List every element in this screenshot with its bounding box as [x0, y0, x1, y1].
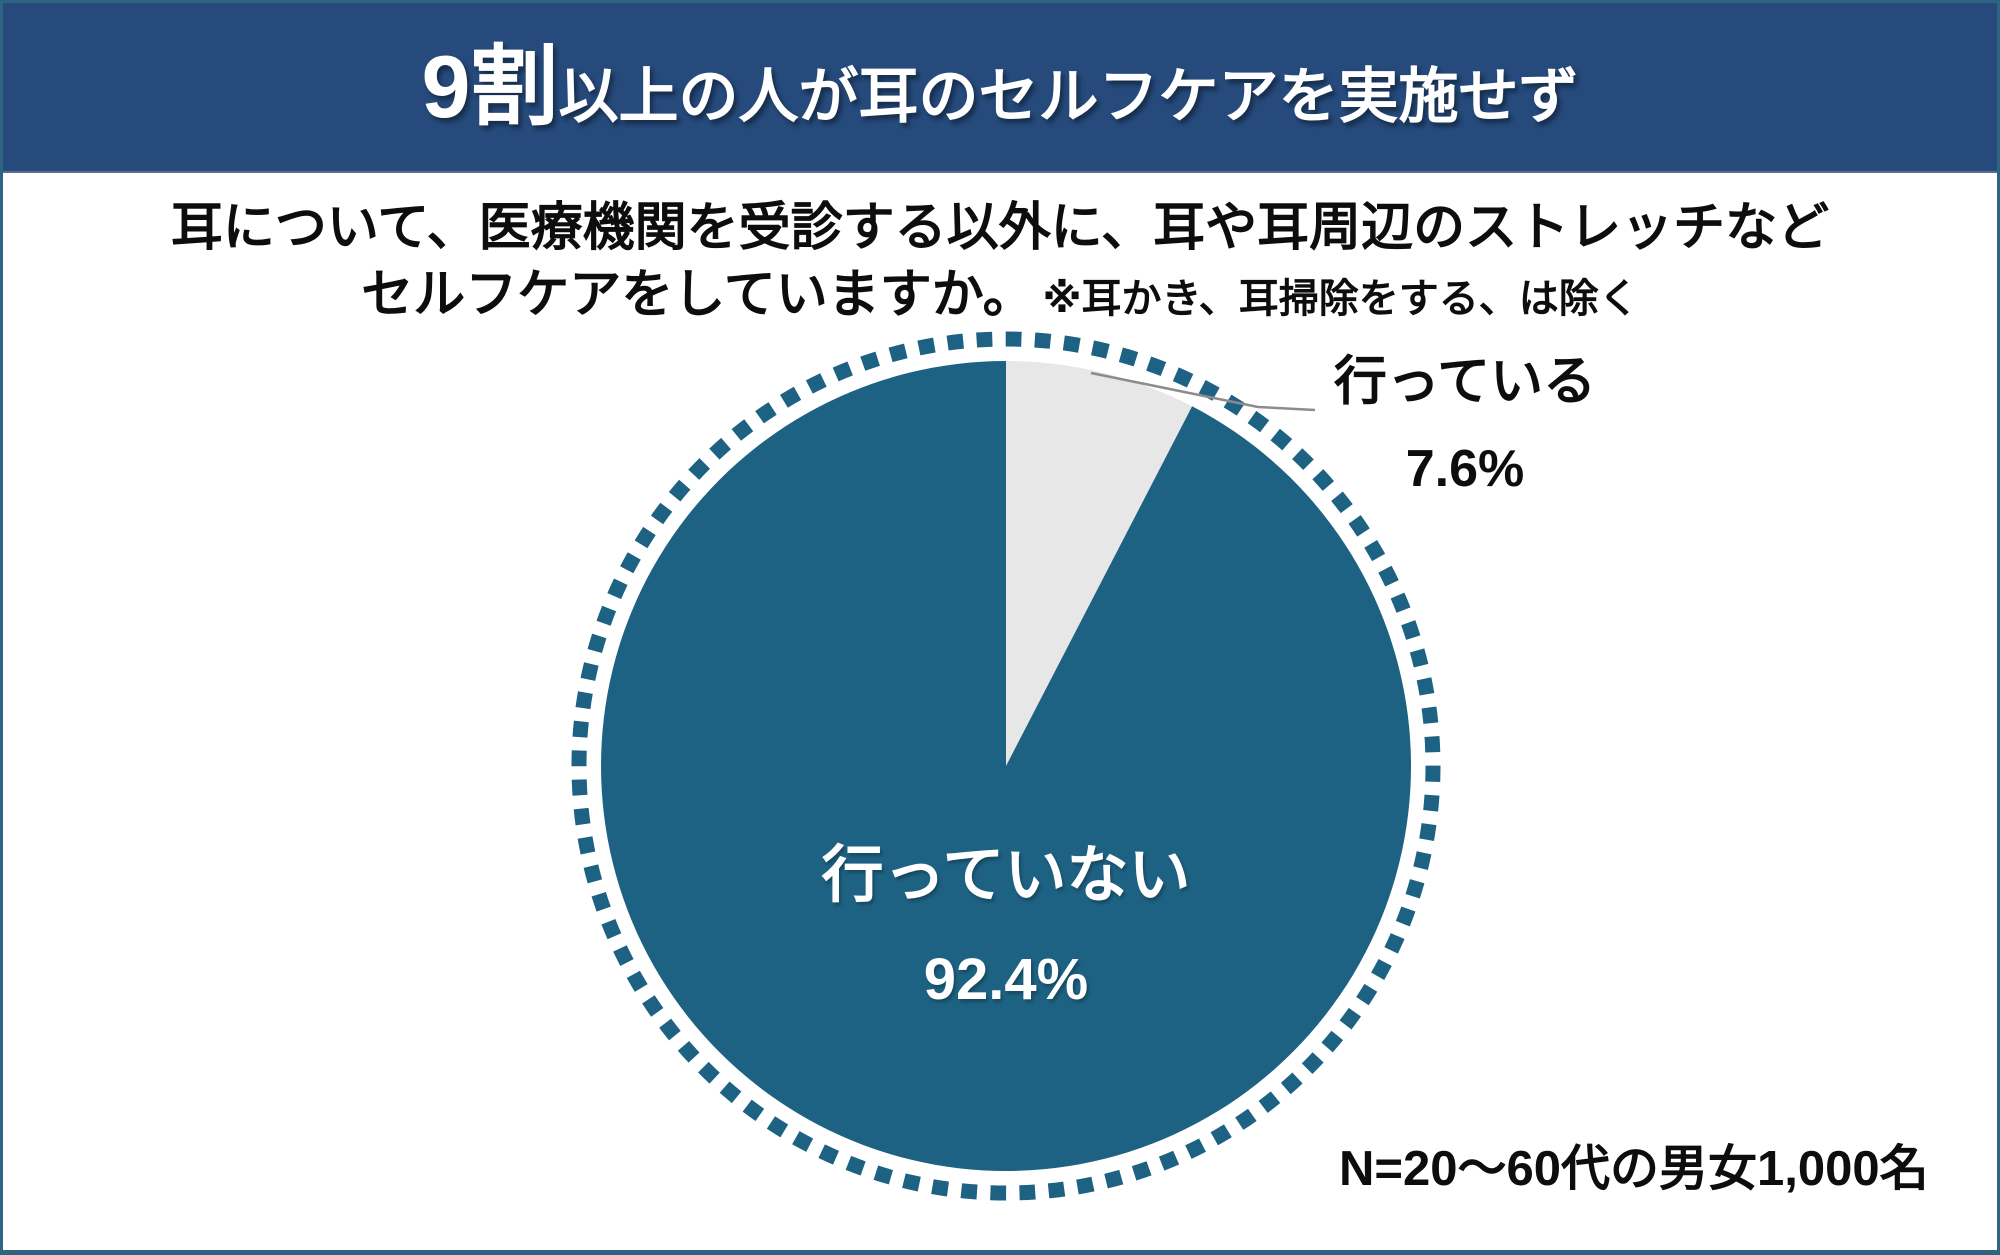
question-line-2: セルフケアをしていますか。 ※耳かき、耳掃除をする、は除く	[3, 262, 1997, 333]
pie-slice-0	[1006, 361, 1193, 766]
pie-chart	[571, 331, 1441, 1201]
leader-line	[1090, 371, 1316, 412]
page-title: 9割以上の人が耳のセルフケアを実施せず	[422, 43, 1579, 131]
dotted-ring	[571, 331, 1441, 1201]
outside-slice-value: 7.6%	[1405, 440, 1525, 498]
outside-slice-label: 行っている	[1333, 352, 1597, 411]
sample-size-note: N=20〜60代の男女1,000名	[1339, 1142, 1929, 1196]
question-exclusion-note: ※耳かき、耳掃除をする、は除く	[1042, 277, 1639, 321]
page-title-emphasis: 9割	[421, 37, 559, 136]
question-line-2-main: セルフケアをしていますか。	[361, 266, 1035, 324]
question-line-1: 耳について、医療機関を受診する以外に、耳や耳周辺のストレッチなど	[170, 199, 1830, 257]
inside-slice-value: 92.4%	[923, 947, 1089, 1012]
survey-question: 耳について、医療機関を受診する以外に、耳や耳周辺のストレッチなど セルフケアをし…	[3, 195, 1997, 333]
page-title-rest: 以上の人が耳のセルフケアを実施せず	[558, 63, 1579, 130]
pie-slices	[601, 361, 1412, 1172]
header-band: 9割以上の人が耳のセルフケアを実施せず	[3, 3, 1997, 173]
inside-slice-label: 行っていない	[821, 841, 1191, 910]
pie-slice-1	[601, 361, 1412, 1172]
